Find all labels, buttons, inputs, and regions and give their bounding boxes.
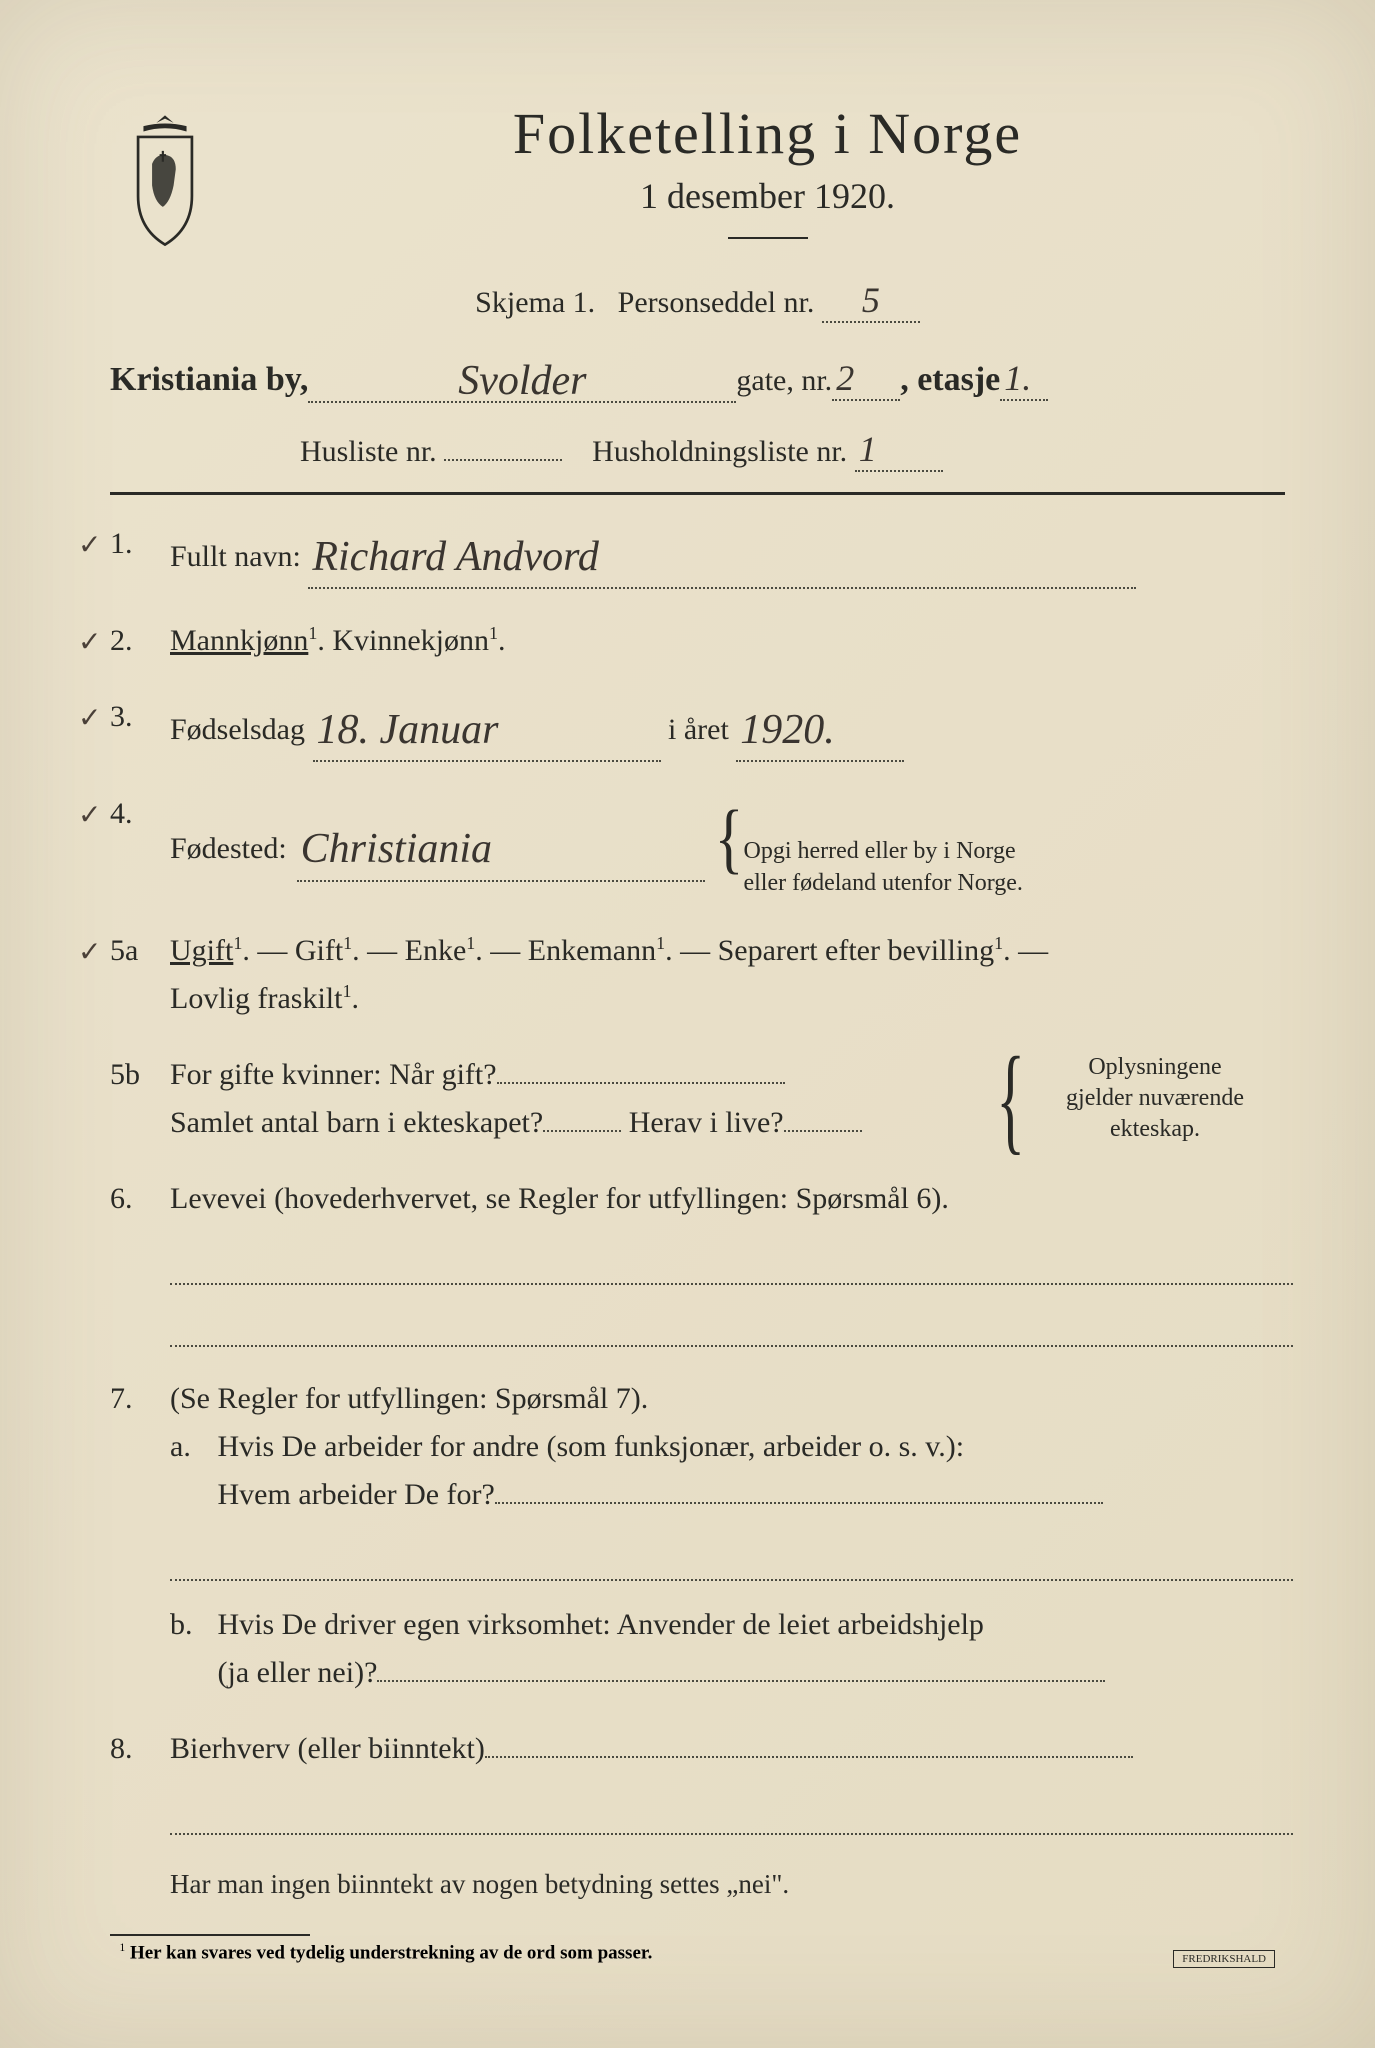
q5a-enke: Enke [405,934,467,967]
footnote: 1 Her kan svares ved tydelig understrekn… [110,1942,1285,1964]
q3-day: 18. Januar [317,697,499,764]
q5b-num: 5b [110,1051,140,1099]
q3-label: Fødselsdag [170,713,305,746]
q5b-label1: For gifte kvinner: Når gift? [170,1058,497,1091]
q5b-label2: Samlet antal barn i ekteskapet? [170,1106,543,1139]
brace-icon: { [996,1003,1025,1195]
check-icon: ✓ [78,931,101,976]
q5a-num: 5a [110,927,138,975]
q4-row: ✓ 4. Fødested: Christiania { Opgi herred… [110,790,1285,898]
q7-num: 7. [110,1375,133,1423]
main-title: Folketelling i Norge [250,100,1285,167]
q8-label: Bierhverv (eller biinntekt) [170,1732,485,1765]
q3-year: 1920. [740,697,835,764]
q5a-row: ✓ 5a Ugift1. — Gift1. — Enke1. — Enkeman… [110,927,1285,1023]
schema-label: Skjema 1. [475,286,595,319]
husholdning-nr: 1 [859,429,877,469]
printer-mark: FREDRIKSHALD [1173,1950,1275,1968]
street-value: Svolder [458,357,586,405]
check-icon: ✓ [78,524,101,569]
q7b-text2: (ja eller nei)? [218,1656,378,1689]
q5b-row: 5b For gifte kvinner: Når gift? Samlet a… [110,1051,1285,1147]
schema-line: Skjema 1. Personseddel nr. 5 [110,279,1285,323]
census-form-page: Folketelling i Norge 1 desember 1920. Sk… [0,0,1375,2048]
q5b-label3: Herav i live? [629,1106,784,1139]
q7-row: 7. (Se Regler for utfyllingen: Spørsmål … [110,1375,1285,1697]
gate-label: gate, nr. [736,364,832,398]
q2-row: ✓ 2. Mannkjønn1. Kvinnekjønn1. [110,617,1285,665]
divider [728,237,808,239]
q8-num: 8. [110,1725,133,1773]
q4-label: Fødested: [170,825,287,873]
footer-note1: Har man ingen biinntekt av nogen betydni… [110,1863,1285,1906]
personseddel-label: Personseddel nr. [618,286,815,319]
q7a-text1: Hvis De arbeider for andre (som funksjon… [218,1430,965,1463]
etasje-label: , etasje [900,361,1000,399]
q5a-separert: Separert efter bevilling [718,934,995,967]
subtitle: 1 desember 1920. [250,175,1285,217]
gate-nr: 2 [836,358,854,398]
q3-row: ✓ 3. Fødselsdag 18. Januar i året 1920. [110,693,1285,762]
q4-note: Opgi herred eller by i Norge eller fødel… [743,836,1022,898]
husliste-label: Husliste nr. [300,435,437,468]
q6-row: 6. Levevei (hovederhvervet, se Regler fo… [110,1175,1285,1347]
header: Folketelling i Norge 1 desember 1920. [110,100,1285,269]
check-icon: ✓ [78,697,101,742]
etasje-value: 1. [1004,358,1031,398]
title-block: Folketelling i Norge 1 desember 1920. [250,100,1285,269]
q5a-enkemann: Enkemann [528,934,656,967]
q1-value: Richard Andvord [312,524,599,591]
q2-num: 2. [110,617,133,665]
husholdning-label: Husholdningsliste nr. [592,435,847,468]
q1-row: ✓ 1. Fullt navn: Richard Andvord [110,520,1285,589]
q5a-fraskilt: Lovlig fraskilt [170,982,342,1015]
q4-value: Christiania [301,816,492,883]
q7b-label: b. [170,1601,210,1649]
q6-label: Levevei (hovederhvervet, se Regler for u… [170,1182,949,1215]
q2-mannkjonn: Mannkjønn [170,624,308,657]
q7a-text2: Hvem arbeider De for? [218,1478,495,1511]
q7a-label: a. [170,1423,210,1471]
q8-row: 8. Bierhverv (eller biinntekt) [110,1725,1285,1835]
q4-num: 4. [110,790,133,838]
city-label: Kristiania by, [110,361,308,399]
q2-kvinnekjonn: Kvinnekjønn [332,624,489,657]
q3-year-label: i året [668,713,729,746]
coat-of-arms-icon [110,110,220,250]
q1-num: 1. [110,520,133,568]
address-line: Kristiania by, Svolder gate, nr. 2 , eta… [110,353,1285,403]
q1-label: Fullt navn: [170,540,301,573]
q5b-left: For gifte kvinner: Når gift? Samlet anta… [170,1051,996,1147]
q5a-gift: Gift [295,934,343,967]
check-icon: ✓ [78,621,101,666]
q6-num: 6. [110,1175,133,1223]
liste-line: Husliste nr. Husholdningsliste nr. 1 [110,428,1285,472]
footnote-rule [110,1934,310,1936]
q5b-note: Oplysningene gjelder nuværende ekteskap. [1025,1052,1285,1146]
check-icon: ✓ [78,794,101,839]
q5a-ugift: Ugift [170,934,233,967]
q7-label: (Se Regler for utfyllingen: Spørsmål 7). [170,1382,648,1415]
personseddel-nr: 5 [862,280,880,320]
q3-num: 3. [110,693,133,741]
q7b-text1: Hvis De driver egen virksomhet: Anvender… [218,1608,984,1641]
brace-icon: { [715,776,744,901]
main-divider [110,492,1285,495]
